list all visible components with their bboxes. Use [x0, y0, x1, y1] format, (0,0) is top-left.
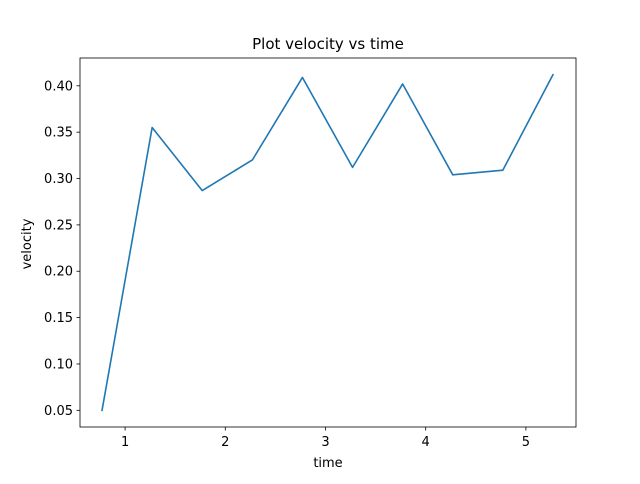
y-tick-label: 0.40 — [44, 79, 73, 94]
x-tick-label: 2 — [221, 435, 229, 450]
y-tick-label: 0.05 — [44, 404, 73, 419]
x-tick-label: 4 — [422, 435, 430, 450]
y-tick-label: 0.30 — [44, 172, 73, 187]
x-tick-label: 3 — [321, 435, 329, 450]
plot-area: 1 2 3 4 5 0.05 0.10 0.15 0.20 0.25 0.30 0.35 0.40 — [44, 57, 577, 450]
y-tick-label: 0.10 — [44, 357, 73, 372]
chart-title: Plot velocity vs time — [252, 35, 404, 53]
y-tick-label: 0.15 — [44, 311, 73, 326]
x-tick-label: 5 — [522, 435, 530, 450]
y-tick-label: 0.20 — [44, 265, 73, 280]
y-axis-label: velocity — [20, 218, 35, 269]
series-line — [101, 73, 555, 412]
axes-frame — [79, 57, 577, 428]
y-tick-label: 0.35 — [44, 126, 73, 141]
x-tick-label: 1 — [121, 435, 129, 450]
y-tick-label: 0.25 — [44, 218, 73, 233]
x-axis-label: time — [313, 456, 342, 471]
